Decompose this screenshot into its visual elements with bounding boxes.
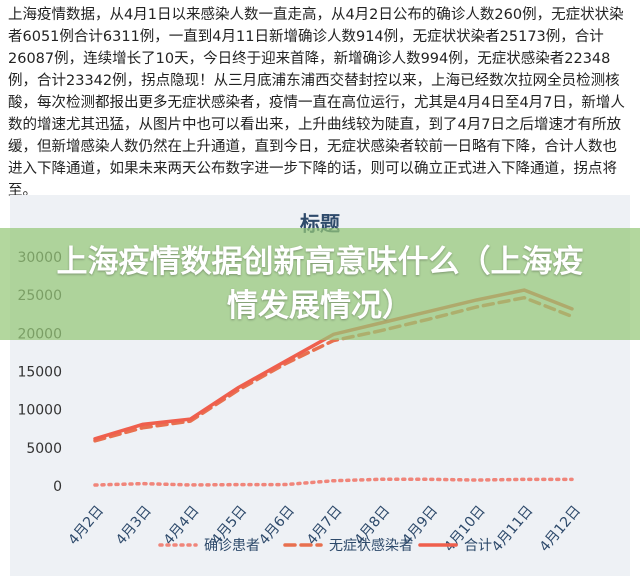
legend-label: 确诊患者 <box>204 538 260 554</box>
legend-label: 合计 <box>464 538 492 554</box>
y-tick-label: 5000 <box>26 441 62 457</box>
y-tick-label: 0 <box>53 479 62 495</box>
overlay-title: 上海疫情数据创新高意味什么（上海疫情发展情况） <box>56 244 584 324</box>
overlay-banner: 上海疫情数据创新高意味什么（上海疫情发展情况） <box>0 228 640 340</box>
y-tick-label: 15000 <box>17 365 62 381</box>
y-tick-label: 10000 <box>17 403 62 419</box>
series-line <box>93 477 574 487</box>
legend-label: 无症状感染者 <box>329 537 413 554</box>
article-text: 上海疫情数据，从4月1日以来感染人数一直走高，从4月2日公布的确诊人数260例，… <box>8 7 625 199</box>
